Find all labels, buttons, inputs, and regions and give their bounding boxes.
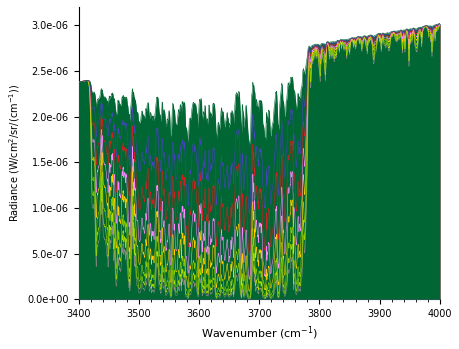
X-axis label: Wavenumber (cm$^{-1}$): Wavenumber (cm$^{-1}$): [201, 325, 318, 342]
Y-axis label: Radiance (W/cm$^2$/sr/(cm$^{-1}$)): Radiance (W/cm$^2$/sr/(cm$^{-1}$)): [7, 84, 22, 222]
Legend: 030 km, 050 km, 070 km, 090 km, 110 km, 130 km, 150 km, 170 km: 030 km, 050 km, 070 km, 090 km, 110 km, …: [372, 205, 436, 296]
